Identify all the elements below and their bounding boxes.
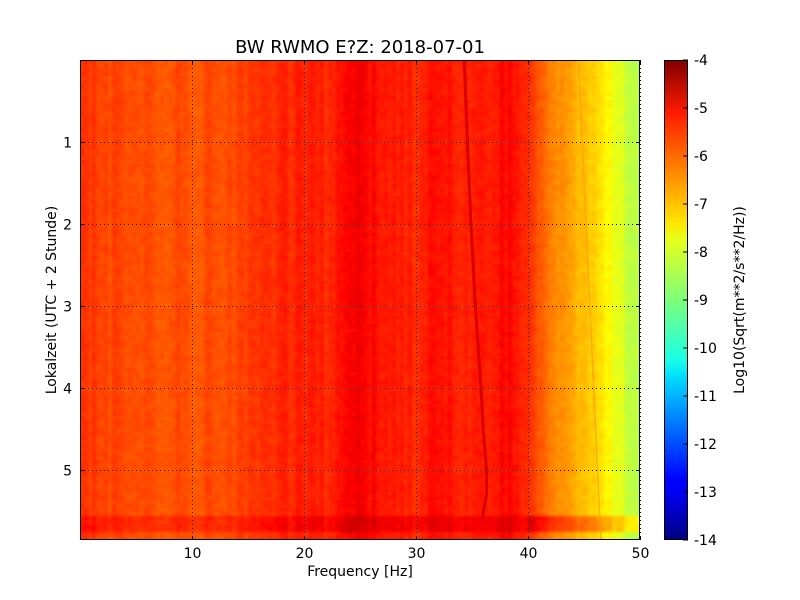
x-tick-label: 50: [632, 546, 650, 562]
colorbar-ticks: -4 -5 -6 -7 -8 -9 -10 -11 -12 -13 -14: [683, 53, 717, 549]
y-tick-label: 4: [63, 382, 72, 398]
x-tick-label: 40: [520, 546, 538, 562]
colorbar-tick-label: -4: [694, 53, 708, 69]
colorbar-tick-label: -8: [694, 245, 708, 261]
colorbar-tick-label: -11: [694, 389, 717, 405]
y-tick-label: 3: [63, 300, 72, 316]
colorbar-tick-label: -7: [694, 197, 708, 213]
x-tick-label: 20: [296, 546, 314, 562]
colorbar-tick-label: -5: [694, 101, 708, 117]
spectrogram-image: [80, 60, 640, 540]
colorbar-tick-label: -14: [694, 533, 717, 549]
y-tick-label: 5: [63, 464, 72, 480]
y-tick-label: 2: [63, 218, 72, 234]
y-axis-label: Lokalzeit (UTC + 2 Stunde): [44, 206, 60, 395]
colorbar-tick-label: -10: [694, 341, 717, 357]
x-axis-label: Frequency [Hz]: [307, 564, 413, 580]
colorbar-tick-label: -6: [694, 149, 708, 165]
x-tick-label: 10: [184, 546, 202, 562]
chart-title: BW RWMO E?Z: 2018-07-01: [235, 37, 485, 58]
colorbar-label: Log10(Sqrt(m**2/s**2/Hz)): [732, 206, 748, 394]
spectrogram-heatmap: [80, 60, 640, 540]
x-tick-label: 30: [408, 546, 426, 562]
colorbar-tick-label: -12: [694, 437, 717, 453]
colorbar-tick-label: -13: [694, 485, 717, 501]
colorbar-tick-label: -9: [694, 293, 708, 309]
y-tick-label: 1: [63, 136, 72, 152]
